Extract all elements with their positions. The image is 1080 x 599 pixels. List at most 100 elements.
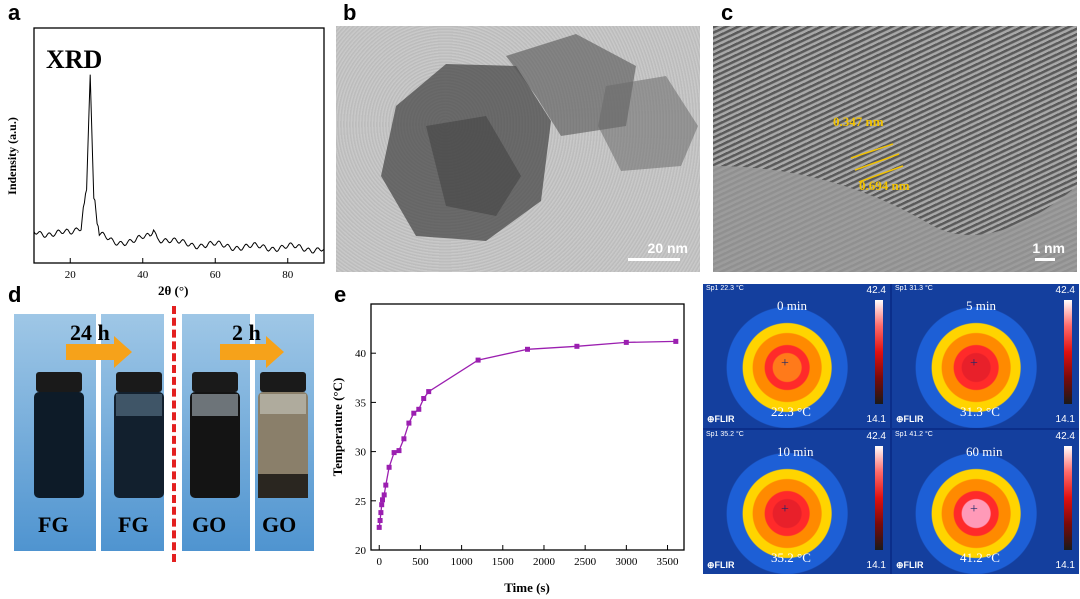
thermal-time: 0 min xyxy=(777,298,807,313)
vial-label-1: FG xyxy=(38,512,69,537)
thermal-colorbar xyxy=(875,300,883,404)
temp-point xyxy=(421,396,427,401)
thermal-image: Sp1 22.3 °C 42.4 14.1 ⊕FLIR 0 min 22.3 °… xyxy=(703,284,890,428)
panel-label-d: d xyxy=(8,282,22,307)
temp-xtick-label: 1000 xyxy=(451,556,474,568)
temp-point xyxy=(426,389,432,395)
temp-point xyxy=(383,482,389,488)
temp-xtick-label: 1500 xyxy=(492,556,515,568)
thermal-header: Sp1 31.3 °C xyxy=(895,285,933,292)
arrow-icon xyxy=(66,336,132,368)
temp-point xyxy=(379,502,385,508)
vial-label-3: GO xyxy=(192,512,227,537)
xrd-xtick-label: 80 xyxy=(282,269,294,281)
temp-ytick-label: 30 xyxy=(355,447,367,459)
hrtem-image-c: 0.347 nm 0.694 nm 1 nm xyxy=(713,26,1077,272)
thermal-temp: 41.2 °C xyxy=(960,550,1000,565)
xrd-title: XRD xyxy=(46,45,102,74)
scale-label-b: 20 nm xyxy=(647,240,688,256)
crosshair-icon: + xyxy=(970,356,978,371)
temp-point xyxy=(376,524,382,530)
panel-label-e: e xyxy=(334,282,347,307)
temp-point xyxy=(377,518,383,523)
temp-ytick-label: 40 xyxy=(355,348,367,360)
thermal-min: 14.1 xyxy=(1055,414,1075,425)
thermal-header: Sp1 35.2 °C xyxy=(706,431,744,438)
temp-point xyxy=(381,492,387,498)
separator-dashed xyxy=(172,306,176,562)
thermal-max: 42.4 xyxy=(1055,285,1075,296)
temp-point xyxy=(574,343,580,349)
panel-label-c: c xyxy=(721,0,734,25)
thermal-header: Sp1 22.3 °C xyxy=(706,285,744,292)
label-24h: 24 h xyxy=(70,320,110,345)
thermal-time: 5 min xyxy=(966,298,996,313)
thermal-header: Sp1 41.2 °C xyxy=(895,431,933,438)
vial-photos: 24 h 2 h FG FG GO GO xyxy=(14,314,314,551)
scale-label-c: 1 nm xyxy=(1032,240,1065,256)
thermal-colorbar xyxy=(875,446,883,550)
xrd-frame xyxy=(33,27,325,264)
scale-bar-c xyxy=(1035,258,1055,261)
d-spacing-2: 0.694 nm xyxy=(859,178,910,193)
thermal-temp: 22.3 °C xyxy=(771,404,811,419)
thermal-max: 42.4 xyxy=(866,285,886,296)
arrow-icon xyxy=(220,336,284,368)
thermal-grid: Sp1 22.3 °C 42.4 14.1 ⊕FLIR 0 min 22.3 °… xyxy=(703,284,1079,574)
flir-logo: ⊕FLIR xyxy=(896,560,924,570)
temp-xtick-label: 0 xyxy=(376,556,382,568)
temp-point xyxy=(525,346,530,352)
thermal-min: 14.1 xyxy=(866,414,886,425)
crosshair-icon: + xyxy=(781,356,789,371)
xrd-ylabel: Indensity (a.u.) xyxy=(5,117,19,195)
xrd-chart: 20 40 60 80 XRD Indensity (a.u.) xyxy=(5,27,325,281)
thermal-temp: 35.2 °C xyxy=(771,550,811,565)
temp-xtick-label: 3500 xyxy=(657,556,680,568)
panel-label-b: b xyxy=(343,0,357,25)
flir-logo: ⊕FLIR xyxy=(896,414,924,424)
temp-ylabel: Temperature (°C) xyxy=(330,378,345,477)
xrd-xtick-label: 40 xyxy=(137,269,149,281)
thermal-colorbar xyxy=(1064,300,1072,404)
xrd-xtick-label: 60 xyxy=(210,269,222,281)
xrd-xlabel: 2θ (°) xyxy=(158,283,189,298)
xrd-xtick-label: 20 xyxy=(65,269,77,281)
d-spacing-1: 0.347 nm xyxy=(833,114,884,129)
temp-point xyxy=(396,448,402,454)
temp-point xyxy=(401,436,407,442)
tem-particles xyxy=(381,34,698,261)
crosshair-icon: + xyxy=(970,502,978,517)
temp-xtick-label: 3000 xyxy=(615,556,638,568)
flir-logo: ⊕FLIR xyxy=(707,560,735,570)
scale-bar-b xyxy=(628,258,680,261)
temperature-chart: 0 500 1000 1500 2000 2500 3000 3500 20 25 30 35 40 T… xyxy=(330,303,685,595)
vial-label-2: FG xyxy=(118,512,149,537)
temp-xtick-label: 500 xyxy=(412,556,429,568)
temp-point xyxy=(673,338,679,344)
temp-point xyxy=(406,420,412,426)
vial-label-4: GO xyxy=(262,512,297,537)
flir-logo: ⊕FLIR xyxy=(707,414,735,424)
vials-drawing xyxy=(34,336,308,498)
temp-ytick-label: 35 xyxy=(355,397,367,409)
temp-point xyxy=(623,339,629,345)
temp-point xyxy=(380,497,385,503)
temp-xtick-label: 2500 xyxy=(574,556,597,568)
thermal-max: 42.4 xyxy=(1055,431,1075,442)
thermal-image: Sp1 31.3 °C 42.4 14.1 ⊕FLIR 5 min 31.3 °… xyxy=(892,284,1079,428)
temp-xtick-label: 2000 xyxy=(533,556,556,568)
hrtem-overlay xyxy=(713,143,1077,272)
temp-point xyxy=(378,510,384,516)
photo-divider-fg xyxy=(96,314,101,551)
thermal-min: 14.1 xyxy=(866,560,886,571)
crosshair-icon: + xyxy=(781,502,789,517)
panel-label-a: a xyxy=(8,0,21,25)
temp-point xyxy=(411,410,417,416)
temp-point xyxy=(391,450,397,456)
temp-ytick-label: 25 xyxy=(355,496,367,508)
xrd-series-line xyxy=(33,74,325,254)
temp-ytick-label: 20 xyxy=(355,545,367,557)
temp-point xyxy=(416,406,422,412)
temp-frame xyxy=(370,303,685,551)
thermal-time: 60 min xyxy=(966,444,1003,459)
